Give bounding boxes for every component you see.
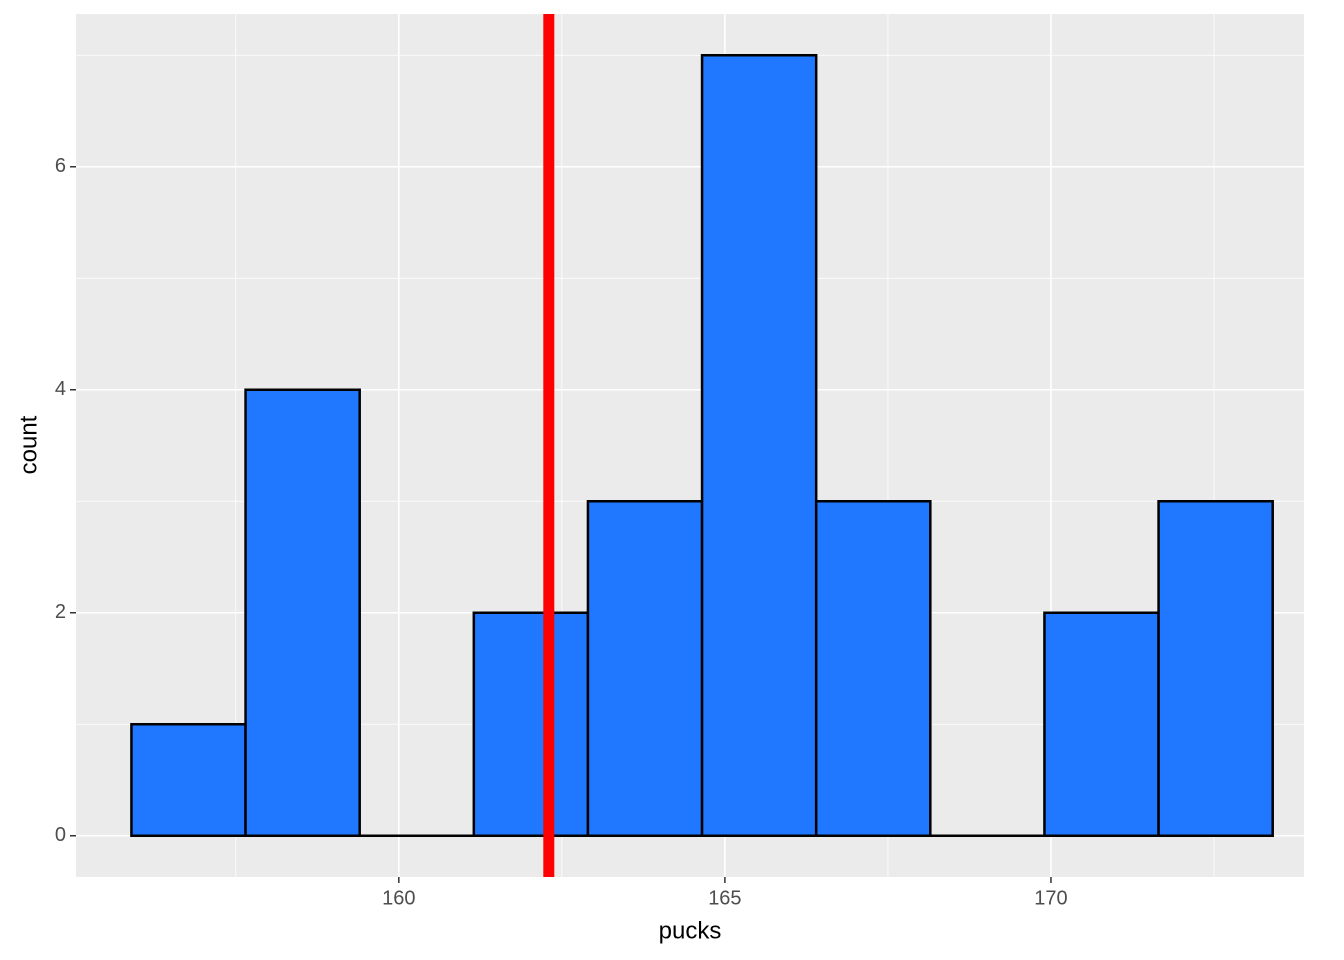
y-tick-label: 6 [55,155,66,177]
bar [130,722,247,837]
bar [244,388,361,837]
y-axis-title: count [15,415,42,474]
bar [700,54,818,837]
y-tick-label: 0 [55,824,66,846]
x-tick-label: 170 [1034,887,1067,909]
bar [1043,611,1160,837]
bar [814,499,932,837]
y-tick-label: 4 [55,378,66,400]
x-tick-label: 160 [382,887,415,909]
bar [586,499,704,837]
x-tick-label: 165 [708,887,741,909]
bar [1157,499,1274,837]
y-tick-label: 2 [55,601,66,623]
bar [472,611,590,837]
x-axis-title: pucks [659,917,722,944]
